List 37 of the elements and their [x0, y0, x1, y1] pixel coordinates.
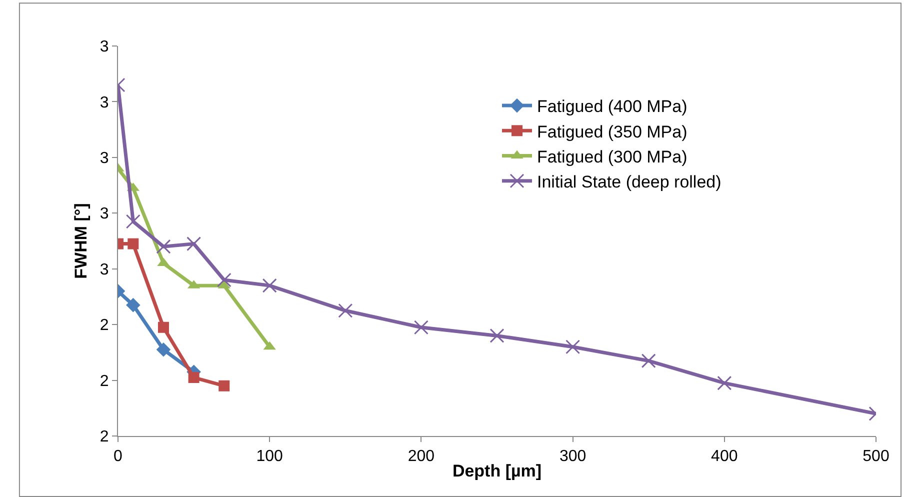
y-tick-label: 2 [100, 372, 109, 390]
point [156, 342, 171, 357]
point [158, 322, 169, 333]
point [216, 272, 232, 288]
x-tick-label: 200 [408, 448, 435, 466]
point [128, 238, 139, 250]
point [156, 239, 171, 254]
point [414, 320, 428, 335]
point [641, 354, 656, 368]
point [126, 214, 140, 229]
y-axis-title: FWHM [°] [71, 203, 90, 279]
y-tick-label: 3 [100, 94, 109, 112]
y-tick-label: 3 [100, 150, 109, 168]
y-tick-label: 2 [100, 428, 109, 446]
x-tick-label: 100 [256, 448, 284, 466]
legend-label: Initial State (deep rolled) [537, 172, 722, 192]
x-tick-label: 0 [114, 448, 123, 466]
point [262, 278, 277, 293]
y-tick-label: 3 [100, 206, 109, 223]
point [186, 236, 202, 252]
x-tick-label: 400 [711, 448, 738, 466]
point [218, 380, 230, 392]
x-tick-label: 500 [862, 448, 890, 466]
point [490, 328, 504, 343]
legend-label: Fatigued (300 MPa) [537, 147, 688, 166]
y-tick-label: 3 [100, 261, 109, 278]
point [338, 303, 353, 318]
legend-label: Fatigued (350 MPa) [537, 122, 688, 142]
x-axis-title: Depth [µm] [452, 462, 542, 481]
y-tick-label: 2 [100, 317, 109, 334]
point [188, 372, 200, 383]
x-tick-label: 300 [559, 448, 586, 466]
legend-label: Fatigued (400 MPa) [537, 97, 688, 116]
point [717, 376, 732, 390]
point [566, 340, 580, 354]
y-tick-label: 3 [100, 38, 109, 56]
point [126, 298, 140, 312]
